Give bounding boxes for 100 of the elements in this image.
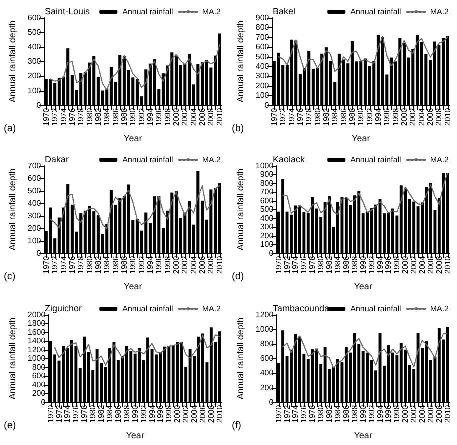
x-tick-label: 1986	[111, 256, 120, 274]
x-tick-label: 1994	[146, 256, 155, 274]
x-tick-label: 1982	[325, 256, 334, 274]
legend-label: Annual rainfall	[350, 8, 402, 16]
x-tick-label: 2010	[443, 404, 452, 423]
y-tick-label: 400	[256, 62, 270, 71]
y-tick-label: 700	[256, 32, 270, 42]
x-tick-label: 1976	[300, 404, 309, 423]
x-tick-label: 2004	[418, 404, 428, 423]
text: (a)	[4, 124, 16, 134]
y-tick-label: 900	[260, 170, 274, 180]
y-tick-label: 600	[260, 196, 274, 206]
x-tick-label: 1974	[63, 404, 72, 423]
y-tick-label: 400	[28, 42, 42, 52]
x-tick-label: 2000	[401, 404, 410, 423]
chart-title: Kaolack	[273, 154, 306, 165]
x-tick-label: 1970	[46, 404, 56, 423]
x-tick-label: 2004	[417, 108, 426, 126]
x-tick-label: 1976	[68, 256, 77, 274]
x-tick-label: 1996	[382, 108, 392, 126]
x-tick-label: 2006	[426, 404, 436, 423]
y-tick-label: 1200	[28, 345, 46, 354]
x-tick-label: 1972	[282, 256, 292, 274]
x-tick-label: 1978	[304, 108, 314, 126]
x-tick-label: 1978	[308, 256, 318, 274]
x-axis-title: Year	[354, 282, 372, 292]
x-tick-label: 1978	[76, 108, 86, 126]
line-series	[50, 186, 220, 230]
x-tick-label: 1988	[350, 404, 360, 423]
x-tick-label: 2006	[198, 256, 207, 274]
x-tick-label: 1990	[358, 404, 368, 423]
x-tick-label: 1988	[350, 256, 360, 274]
x-tick-label: 1976	[296, 108, 305, 126]
x-tick-label: 1992	[137, 256, 146, 274]
x-tick-label: 1978	[308, 404, 318, 423]
chart-title: Bakel	[273, 6, 296, 16]
x-tick-label: 1992	[367, 256, 376, 274]
x-tick-label: 1996	[384, 404, 394, 423]
legend-label: Annual rainfall	[350, 304, 402, 314]
legend-label: Annual rainfall	[350, 156, 402, 165]
y-axis-title: Annual rainfall depth	[236, 168, 246, 252]
x-tick-label: 2010	[215, 256, 224, 274]
x-tick-label: 1988	[122, 404, 132, 423]
x-tick-label: 2008	[434, 256, 444, 274]
x-tick-label: 1990	[128, 256, 138, 274]
y-tick-label: 1800	[28, 318, 46, 328]
x-tick-label: 1994	[376, 404, 385, 423]
text: (c)	[4, 272, 16, 283]
y-tick-label: 600	[28, 14, 42, 22]
chart-title: Tambacounda	[273, 303, 330, 314]
y-tick-label: 300	[260, 222, 274, 232]
y-tick-label: 200	[256, 81, 270, 90]
text: (b)	[232, 124, 244, 134]
y-tick-label: 300	[28, 57, 42, 66]
x-tick-label: 1994	[376, 256, 385, 274]
x-tick-label: 1992	[365, 108, 374, 126]
y-tick-label: 800	[32, 362, 46, 372]
x-tick-label: 1976	[300, 256, 309, 274]
x-tick-label: 1998	[392, 404, 402, 423]
y-tick-label: 100	[28, 236, 42, 246]
chart-title: Ziguichor	[45, 303, 82, 314]
x-tick-label: 1980	[313, 108, 322, 126]
x-tick-label: 1992	[139, 404, 148, 423]
x-tick-label: 1988	[120, 108, 129, 126]
y-tick-label: 400	[260, 368, 274, 378]
y-tick-label: 500	[28, 186, 42, 196]
legend-label: MA.2	[202, 156, 222, 165]
y-tick-label: 900	[256, 14, 270, 22]
x-tick-label: 1994	[146, 108, 155, 126]
text: (d)	[232, 272, 244, 283]
y-tick-label: 1400	[28, 336, 46, 346]
chart-title: Dakar	[45, 154, 70, 165]
x-tick-label: 2010	[443, 256, 452, 274]
x-tick-label: 2000	[400, 108, 409, 126]
x-tick-label: 1994	[148, 404, 157, 423]
y-tick-label: 100	[260, 240, 274, 250]
x-tick-label: 2000	[401, 256, 410, 274]
y-tick-label: 400	[260, 214, 274, 224]
x-tick-label: 1980	[316, 404, 326, 423]
x-axis-title: Year	[126, 430, 144, 440]
y-tick-label: 100	[256, 91, 270, 100]
x-tick-label: 1996	[154, 256, 164, 274]
x-tick-label: 2000	[172, 256, 181, 274]
y-tick-label: 200	[28, 72, 42, 81]
x-tick-label: 1970	[42, 108, 51, 126]
x-tick-label: 1972	[50, 256, 60, 274]
line-series	[54, 334, 220, 366]
x-tick-label: 1982	[97, 404, 106, 423]
y-tick-label: 700	[260, 188, 274, 198]
legend-label: Annual rainfall	[122, 8, 174, 16]
x-tick-label: 1980	[88, 404, 98, 423]
x-tick-label: 2006	[198, 404, 208, 423]
x-tick-label: 1986	[339, 108, 348, 126]
x-tick-label: 1990	[128, 108, 138, 126]
line-series	[50, 44, 220, 91]
y-tick-label: 1600	[28, 328, 46, 337]
x-tick-label: 1984	[333, 404, 342, 423]
x-tick-label: 1984	[102, 256, 112, 274]
x-tick-label: 1980	[85, 256, 94, 274]
y-tick-label: 700	[28, 162, 42, 171]
